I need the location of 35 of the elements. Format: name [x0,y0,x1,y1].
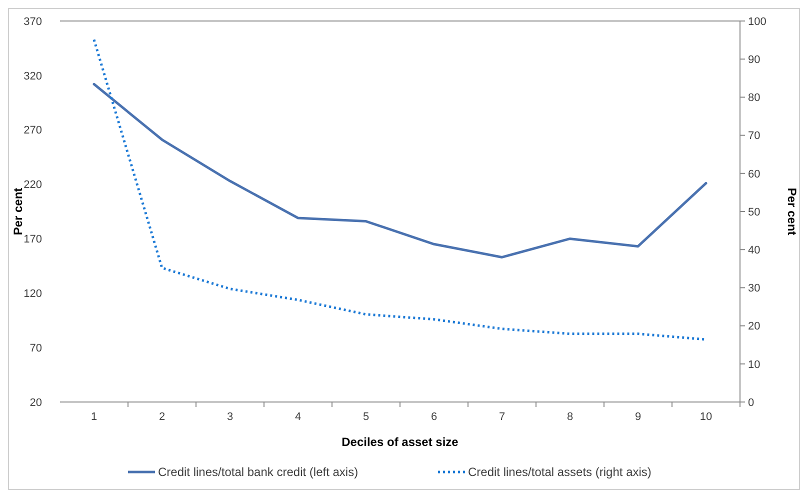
y2-axis-title: Per cent [785,188,799,236]
y2-tick-label: 40 [748,244,760,256]
y-tick-label: 320 [24,70,42,82]
x-tick-label: 1 [90,411,98,423]
legend-label: Credit lines/total bank credit (left axis) [158,465,358,479]
x-axis-title: Deciles of asset size [342,435,459,449]
x-tick-label: 7 [498,411,506,423]
y-tick-label: 170 [24,234,42,246]
y2-tick-label: 80 [748,92,760,104]
x-tick-label: 8 [566,411,574,423]
x-tick-label: 3 [226,411,234,423]
y-tick-label: 70 [30,342,42,354]
y-tick-label: 20 [30,396,42,409]
y-tick-label: 370 [24,16,42,28]
line-series [92,82,708,258]
y2-tick-label: 0 [748,396,754,409]
y2-tick-label: 60 [748,168,760,180]
y2-tick-label: 10 [748,358,760,371]
y-tick-label: 270 [24,124,42,137]
x-tick-label: 4 [294,411,302,423]
x-tick-label: 10 [700,411,712,423]
y2-tick-label: 50 [748,206,760,218]
y2-tick-label: 100 [748,16,766,28]
y-tick-label: 120 [24,288,42,300]
x-tick-label: 5 [362,411,370,423]
y2-tick-label: 90 [748,54,760,66]
legend-label: Credit lines/total assets (right axis) [468,465,652,479]
y-axis-title: Per cent [11,188,25,236]
y2-tick-label: 20 [748,320,760,333]
x-tick-label: 9 [634,411,642,423]
x-tick-label: 2 [158,411,166,423]
y-tick-label: 220 [24,179,42,192]
x-tick-label: 6 [430,411,438,423]
y2-tick-label: 70 [748,130,760,142]
y2-tick-label: 30 [748,282,760,295]
